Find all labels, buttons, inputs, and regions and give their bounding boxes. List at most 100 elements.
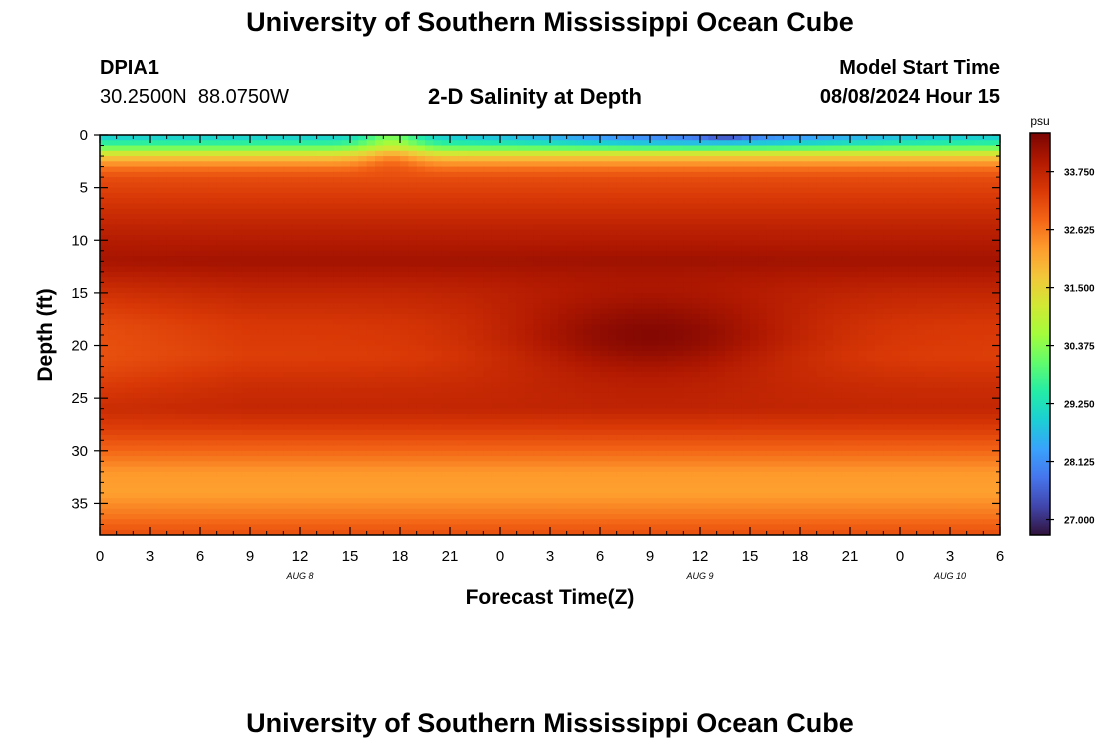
heatmap-cell — [383, 371, 393, 378]
heatmap-cell — [275, 224, 284, 231]
heatmap-cell — [266, 161, 276, 168]
heatmap-cell — [441, 219, 451, 226]
heatmap-cell — [925, 345, 934, 352]
heatmap-cell — [933, 329, 943, 336]
heatmap-cell — [533, 308, 543, 315]
heatmap-cell — [758, 324, 768, 331]
heatmap-cell — [466, 213, 476, 220]
heatmap-cell — [166, 324, 176, 331]
heatmap-cell — [750, 350, 759, 357]
heatmap-cell — [616, 219, 626, 226]
heatmap-cell — [766, 235, 776, 241]
heatmap-cell — [725, 140, 734, 147]
heatmap-cell — [416, 271, 426, 278]
heatmap-cell — [533, 335, 543, 341]
heatmap-cell — [650, 282, 659, 289]
heatmap-cell — [266, 361, 276, 368]
heatmap-cell — [483, 287, 493, 294]
heatmap-cell — [758, 287, 768, 294]
heatmap-cell — [333, 208, 343, 215]
heatmap-cell — [225, 303, 234, 310]
heatmap-cell — [741, 298, 751, 305]
heatmap-cell — [641, 340, 651, 347]
heatmap-cell — [558, 250, 568, 257]
heatmap-cell — [308, 261, 318, 268]
heatmap-cell — [400, 266, 409, 273]
heatmap-cell — [566, 319, 576, 326]
heatmap-cell — [591, 277, 601, 283]
heatmap-cell — [416, 329, 426, 336]
heatmap-cell — [641, 203, 651, 210]
heatmap-cell — [650, 324, 659, 331]
heatmap-cell — [841, 335, 851, 341]
heatmap-cell — [591, 303, 601, 310]
heatmap-cell — [725, 340, 734, 347]
heatmap-cell — [816, 182, 826, 189]
heatmap-cell — [125, 229, 134, 236]
heatmap-cell — [683, 298, 693, 305]
heatmap-cell — [475, 371, 484, 378]
heatmap-row — [100, 224, 1000, 231]
heatmap-cell — [258, 219, 268, 226]
heatmap-cell — [425, 198, 434, 205]
heatmap-cell — [766, 313, 776, 320]
heatmap-cell — [916, 292, 926, 299]
heatmap-cell — [500, 319, 509, 326]
heatmap-cell — [841, 350, 851, 357]
heatmap-cell — [383, 192, 393, 199]
heatmap-cell — [441, 335, 451, 341]
heatmap-cell — [241, 256, 251, 262]
heatmap-row — [100, 213, 1000, 220]
heatmap-cell — [575, 277, 584, 283]
heatmap-cell — [150, 166, 159, 173]
heatmap-cell — [491, 287, 501, 294]
heatmap-cell — [283, 177, 293, 183]
heatmap-cell — [600, 361, 609, 368]
heatmap-cell — [558, 219, 568, 226]
heatmap-cell — [700, 140, 709, 147]
heatmap-cell — [716, 245, 726, 252]
heatmap-cell — [775, 271, 784, 278]
heatmap-cell — [883, 313, 893, 320]
heatmap-cell — [950, 361, 959, 368]
heatmap-cell — [916, 198, 926, 205]
heatmap-cell — [775, 198, 784, 205]
heatmap-cell — [983, 240, 993, 247]
heatmap-cell — [716, 140, 726, 147]
heatmap-cell — [750, 324, 759, 331]
heatmap-cell — [858, 235, 868, 241]
heatmap-cell — [491, 203, 501, 210]
heatmap-cell — [441, 182, 451, 189]
heatmap-cell — [450, 171, 459, 178]
heatmap-cell — [416, 350, 426, 357]
heatmap-cell — [825, 229, 834, 236]
heatmap-cell — [950, 271, 959, 278]
heatmap-cell — [975, 271, 984, 278]
heatmap-cell — [791, 182, 801, 189]
heatmap-cell — [325, 208, 334, 215]
heatmap-cell — [958, 282, 968, 289]
heatmap-cell — [400, 135, 409, 141]
heatmap-cell — [775, 219, 784, 226]
heatmap-cell — [383, 324, 393, 331]
heatmap-cell — [383, 303, 393, 310]
heatmap-cell — [783, 319, 793, 326]
heatmap-cell — [666, 156, 676, 162]
heatmap-cell — [591, 261, 601, 268]
heatmap-cell — [308, 340, 318, 347]
heatmap-cell — [516, 208, 526, 215]
heatmap-cell — [800, 166, 809, 173]
heatmap-cell — [533, 150, 543, 157]
heatmap-cell — [658, 319, 668, 326]
heatmap-cell — [158, 235, 168, 241]
heatmap-cell — [716, 361, 726, 368]
heatmap-cell — [316, 287, 326, 294]
heatmap-cell — [591, 292, 601, 299]
heatmap-cell — [458, 266, 468, 273]
heatmap-cell — [966, 187, 976, 194]
heatmap-cell — [366, 198, 376, 205]
heatmap-cell — [958, 335, 968, 341]
heatmap-cell — [133, 235, 143, 241]
heatmap-cell — [500, 145, 509, 152]
heatmap-cell — [141, 361, 151, 368]
